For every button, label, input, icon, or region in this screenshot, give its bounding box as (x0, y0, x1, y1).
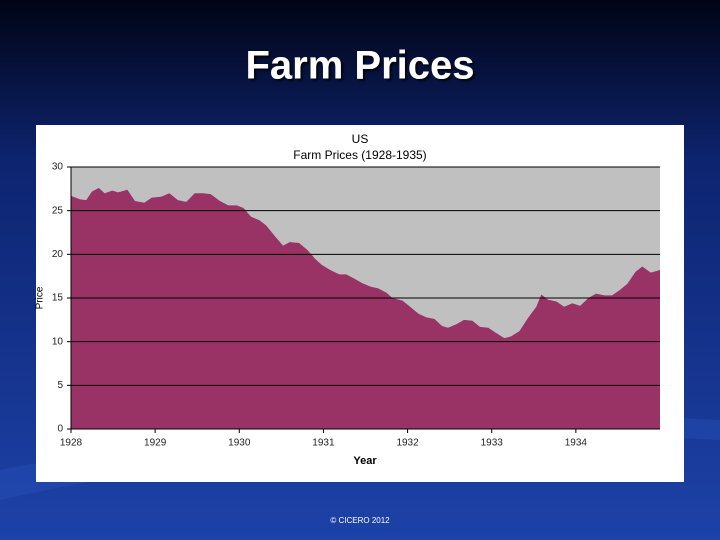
x-tick-label: 1934 (565, 438, 588, 449)
y-tick-label: 0 (57, 424, 63, 435)
footer: © CICERO 2012 (330, 516, 390, 525)
y-tick-label: 30 (52, 162, 64, 173)
chart-subtitle: Farm Prices (1928-1935) (293, 148, 426, 162)
y-tick-label: 10 (52, 336, 64, 347)
y-tick-label: 5 (57, 380, 63, 391)
chart-title: US (352, 132, 369, 146)
area (71, 187, 660, 429)
x-tick-label: 1930 (228, 438, 251, 449)
y-axis-label: Price (35, 286, 46, 309)
x-tick-label: 1931 (312, 438, 335, 449)
chart: US Farm Prices (1928-1935) Year Price 0 5… (35, 132, 660, 467)
slide-title: Farm Prices (245, 44, 474, 88)
y-tick-label: 15 (52, 293, 64, 304)
y-tick-label: 20 (52, 249, 64, 260)
y-tick-label: 25 (52, 205, 64, 216)
x-tick-label: 1929 (144, 438, 167, 449)
x-tick-label: 1928 (60, 438, 83, 449)
x-tick-label: 1933 (481, 438, 504, 449)
x-axis-label: Year (353, 455, 377, 467)
x-tick-label: 1932 (396, 438, 419, 449)
